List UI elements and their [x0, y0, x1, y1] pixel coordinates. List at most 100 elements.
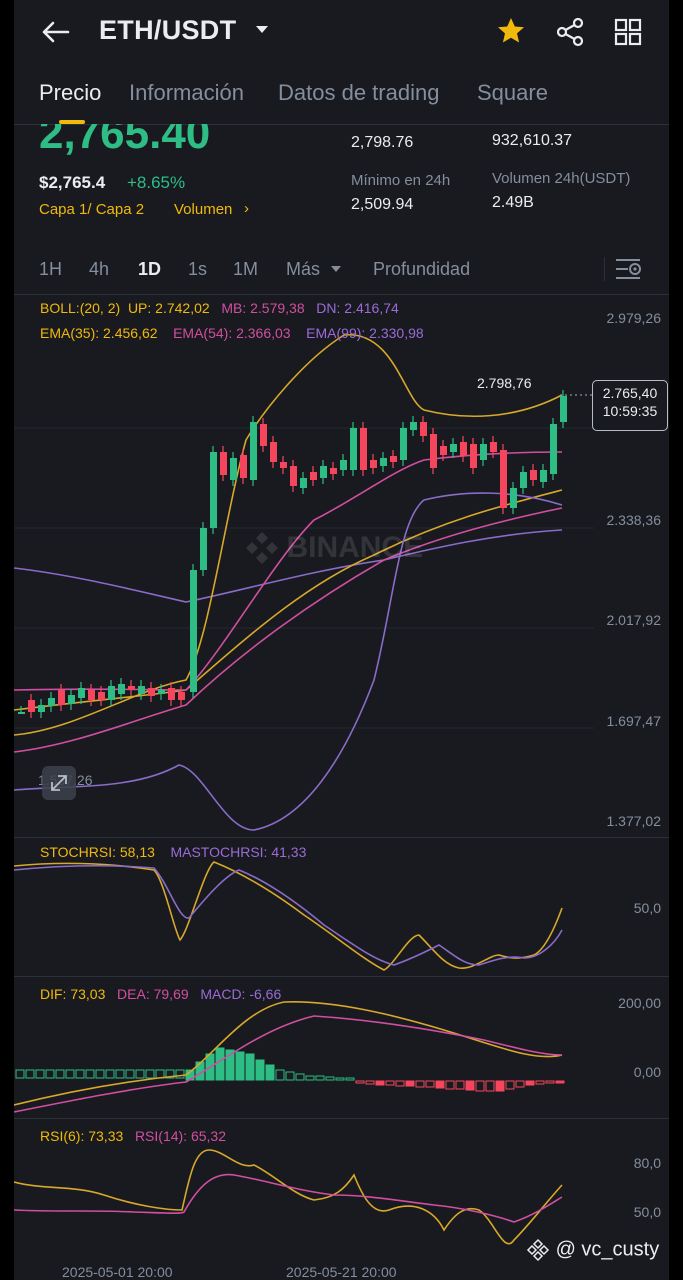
candle-21 — [230, 458, 237, 480]
binance-watermark: BINANCE — [242, 528, 423, 568]
candle-33 — [350, 428, 357, 470]
candle-30 — [320, 466, 327, 478]
macd-bar-47 — [485, 1080, 495, 1092]
candle-25 — [270, 442, 277, 462]
candle-49 — [510, 488, 517, 508]
timeframe-1m[interactable]: 1M — [233, 259, 259, 279]
macd-bar-21 — [225, 1049, 235, 1081]
boll-upper — [14, 334, 563, 736]
macd-bar-13 — [145, 1069, 155, 1079]
timeframe-1d[interactable]: 1D — [138, 259, 162, 279]
macd-bar-40 — [415, 1080, 425, 1088]
candle-53 — [550, 424, 557, 474]
candle-19 — [210, 452, 217, 528]
macd-bar-16 — [175, 1069, 185, 1079]
current-price-tag[interactable]: 2.765,40 10:59:35 — [592, 380, 668, 431]
timeframe-profundidad[interactable]: Profundidad — [373, 259, 471, 279]
chart-settings-icon[interactable] — [614, 256, 644, 282]
candle-47 — [490, 442, 497, 452]
chevron-right-icon[interactable]: › — [244, 200, 249, 217]
candle-32 — [340, 460, 347, 470]
timeframe-1h[interactable]: 1H — [39, 259, 63, 279]
mas-caret-icon[interactable] — [330, 265, 342, 274]
volume-24h-value: 932,610.37 — [492, 132, 573, 149]
candle-28 — [300, 478, 307, 488]
dropdown-caret-icon[interactable] — [255, 25, 269, 35]
tab-indicator — [59, 120, 85, 124]
macd-bar-44 — [455, 1080, 465, 1090]
candle-50 — [520, 472, 527, 488]
macd-bar-28 — [295, 1073, 305, 1081]
candle-48 — [500, 450, 507, 508]
layers-tag[interactable]: Capa 1/ Capa 2 — [39, 201, 145, 218]
ema54-line — [14, 507, 563, 753]
y-tick-5: 1.377,02 — [606, 813, 662, 829]
macd-bar-9 — [105, 1069, 115, 1079]
macd-bar-20 — [215, 1047, 225, 1081]
stochrsi-legend: STOCHRSI: 58,13 MASTOCHRSI: 41,33 — [40, 844, 306, 860]
kline-chart[interactable] — [14, 0, 669, 1280]
macd-bar-50 — [515, 1080, 525, 1088]
y-tick-4: 1.697,47 — [606, 713, 662, 729]
chart-top-divider — [14, 294, 669, 295]
macd-bar-0 — [15, 1069, 25, 1079]
macd-bar-4 — [55, 1069, 65, 1079]
share-icon[interactable] — [554, 16, 586, 48]
macd-bar-2 — [35, 1069, 45, 1079]
candle-10 — [118, 684, 125, 694]
tab-precio[interactable]: Precio — [39, 80, 102, 105]
back-arrow-icon[interactable] — [40, 18, 70, 46]
boll-up: UP: 2.742,02 — [127, 300, 210, 316]
macd-divider — [14, 976, 669, 977]
candle-45 — [470, 444, 477, 468]
rsi6-line — [14, 1149, 563, 1245]
low-24h-value: 2,509.94 — [351, 196, 414, 213]
candle-24 — [260, 424, 267, 446]
x-tick-1: 2025-05-01 20:00 — [62, 1264, 173, 1280]
tab-informacion[interactable]: Información — [129, 80, 244, 105]
timeframe-mas[interactable]: Más — [286, 259, 321, 279]
macd-bar-23 — [245, 1053, 255, 1081]
usd-price: $2,765.4 — [39, 173, 106, 192]
volume-24h-usdt: 2.49B — [492, 194, 534, 211]
rsi14-value: RSI(14): 65,32 — [134, 1128, 226, 1144]
candle-16 — [178, 692, 185, 700]
tf-divider — [604, 257, 605, 281]
stoch-divider — [14, 837, 669, 838]
rsi-tick-1: 80,0 — [633, 1155, 661, 1171]
candle-12 — [138, 686, 145, 694]
volume-link[interactable]: Volumen — [174, 201, 233, 218]
macd-bar-30 — [315, 1075, 325, 1081]
candle-17 — [190, 570, 197, 692]
ema54: EMA(54): 2.366,03 — [173, 325, 291, 341]
candle-3 — [48, 698, 55, 706]
macd-dif-line — [14, 1001, 563, 1106]
candle-44 — [460, 442, 467, 456]
candle-20 — [220, 452, 227, 475]
macd-bar-15 — [165, 1069, 175, 1079]
volume-24h-label: Volumen 24h(USDT) — [492, 170, 631, 187]
grid-icon[interactable] — [614, 18, 642, 46]
pair-title[interactable]: ETH/USDT — [99, 15, 237, 45]
price-tag-countdown: 10:59:35 — [602, 403, 658, 419]
macd-bar-31 — [325, 1076, 335, 1081]
candle-40 — [420, 422, 427, 436]
price-tag-value: 2.765,40 — [602, 385, 658, 401]
boll-label: BOLL:(20, 2) — [40, 300, 121, 316]
candle-11 — [128, 686, 135, 690]
expand-icon[interactable] — [42, 766, 76, 800]
mastochrsi-line — [14, 865, 563, 966]
timeframe-4h[interactable]: 4h — [89, 259, 110, 279]
boll-legend: BOLL:(20, 2) UP: 2.742,02 MB: 2.579,38 D… — [40, 300, 399, 316]
star-icon[interactable] — [496, 16, 526, 46]
candle-13 — [148, 688, 155, 696]
timeframe-1s[interactable]: 1s — [188, 259, 208, 279]
candle-39 — [410, 422, 417, 430]
tab-square[interactable]: Square — [477, 80, 548, 105]
macd-bar-49 — [505, 1080, 515, 1090]
macd-bar-27 — [285, 1071, 295, 1081]
macd-bar-12 — [135, 1069, 145, 1079]
macd-bar-29 — [305, 1075, 315, 1081]
tab-datos-trading[interactable]: Datos de trading — [278, 80, 440, 105]
macd-bar-52 — [535, 1080, 545, 1085]
